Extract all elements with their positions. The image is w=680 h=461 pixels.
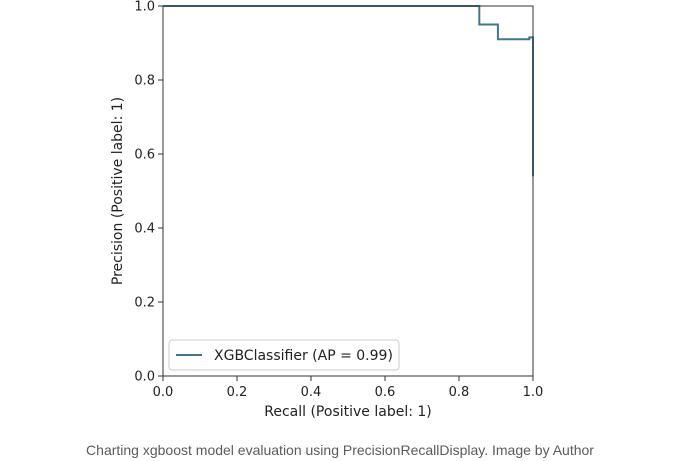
- x-tick-label: 0.8: [449, 385, 470, 400]
- x-tick-label: 0.4: [301, 385, 322, 400]
- legend-label: XGBClassifier (AP = 0.99): [214, 348, 393, 364]
- pr-curve-series-line: [163, 5, 534, 177]
- x-tick-label: 0.2: [227, 385, 248, 400]
- x-axis-label: Recall (Positive label: 1): [264, 404, 432, 420]
- legend-box: [168, 339, 400, 371]
- plot-area-frame: [162, 5, 534, 377]
- y-tick-label: 1.0: [134, 0, 155, 15]
- x-tick-label: 0.0: [153, 385, 174, 400]
- figure-caption: Charting xgboost model evaluation using …: [86, 442, 594, 458]
- y-tick-label: 0.0: [134, 370, 155, 385]
- y-tick-label: 0.6: [134, 148, 155, 163]
- y-tick-label: 0.4: [134, 222, 155, 237]
- y-tick-label: 0.8: [134, 74, 155, 89]
- y-axis-label: Precision (Positive label: 1): [110, 97, 126, 285]
- y-axis-ticks: 0.0 0.2 0.4 0.6 0.8 1.0: [134, 0, 163, 385]
- x-tick-label: 1.0: [523, 385, 544, 400]
- x-tick-label: 0.6: [375, 385, 396, 400]
- legend: XGBClassifier (AP = 0.99): [168, 339, 400, 371]
- x-axis-ticks: 0.0 0.2 0.4 0.6 0.8 1.0: [153, 376, 544, 400]
- y-tick-label: 0.2: [134, 296, 155, 311]
- series-layer: [163, 5, 534, 177]
